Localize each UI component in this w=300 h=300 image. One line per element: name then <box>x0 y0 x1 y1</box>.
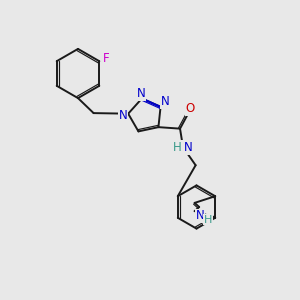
Text: F: F <box>103 52 109 65</box>
Text: N: N <box>119 109 128 122</box>
Text: H: H <box>173 141 182 154</box>
Text: N: N <box>184 141 192 154</box>
Text: N: N <box>137 87 146 100</box>
Text: N: N <box>161 95 170 109</box>
Text: O: O <box>185 102 195 115</box>
Text: H: H <box>204 214 212 224</box>
Text: N: N <box>196 209 204 222</box>
